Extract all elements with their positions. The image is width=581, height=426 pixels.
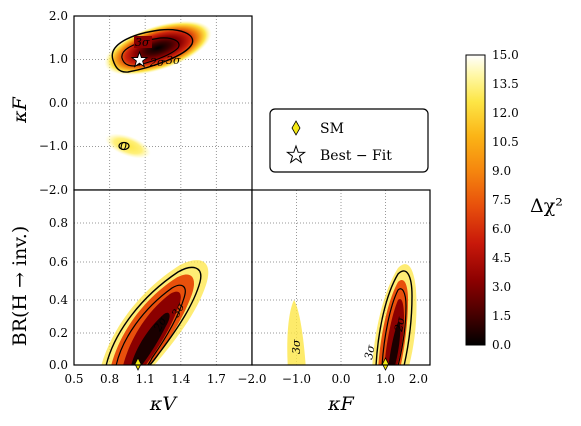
xtick-bl-0: 0.5 — [64, 372, 83, 386]
cbar-tick-7: 4.5 — [492, 251, 511, 265]
xtick-bl-4: 1.7 — [207, 372, 226, 386]
xlabel-kf: κF — [327, 393, 354, 415]
contour-label-3sigma: 3σ — [135, 36, 150, 49]
ytick-bl-0: 0.8 — [49, 216, 68, 230]
xticks-kf-br: −2.0 −1.0 0.0 1.0 2.0 — [237, 372, 428, 386]
cbar-tick-9: 1.5 — [492, 309, 511, 323]
contour-2sigma-br — [381, 288, 407, 365]
contour-labels-top: 3σ 2σ 3σ 0 — [120, 36, 181, 153]
xtick-br-1: −1.0 — [282, 372, 311, 386]
ytick-bl-2: 0.4 — [49, 293, 68, 307]
panel-kv-br: 3σ 2σ 0.8 0.6 0.4 0.2 0.0 0.5 0.8 1.1 1.… — [9, 189, 253, 415]
ytick-bl-3: 0.2 — [49, 326, 68, 340]
cbar-tick-2: 12.0 — [492, 106, 519, 120]
contour-label-br-2sigma: 2σ — [392, 315, 408, 333]
contour-3sigma-top — [111, 28, 194, 73]
xticks-kv-br: 0.5 0.8 1.1 1.4 1.7 — [64, 372, 225, 386]
yticks-kv-br: 0.8 0.6 0.4 0.2 0.0 — [49, 216, 68, 372]
best-fit-marker-top — [130, 50, 149, 68]
legend-best-fit-marker — [285, 144, 307, 164]
sm-marker-br — [382, 357, 389, 371]
colorbar: 15.0 13.5 12.0 10.5 9.0 7.5 6.0 4.5 3.0 … — [465, 48, 563, 352]
contour-label-bl-3sigma: 3σ — [169, 300, 188, 319]
contour-3sigma-bl — [105, 266, 202, 365]
cbar-tick-5: 7.5 — [492, 193, 511, 207]
ytick-top-0: 2.0 — [49, 9, 68, 23]
heat-region-kf-br-inner — [384, 299, 404, 365]
xtick-br-2: 0.0 — [331, 372, 350, 386]
grid-kv-kf — [74, 16, 252, 190]
xtick-br-0: −2.0 — [237, 372, 266, 386]
cbar-tick-4: 9.0 — [492, 164, 511, 178]
xtick-bl-3: 1.4 — [171, 372, 190, 386]
xlabel-kv: κV — [149, 393, 178, 415]
sm-marker-bl — [134, 357, 142, 371]
colorbar-label: Δχ² — [530, 195, 563, 217]
ylabel-br: BR(H → inv.) — [9, 226, 31, 347]
legend-best-fit-label: Best − Fit — [320, 148, 392, 164]
heat-region-kv-br-core — [131, 312, 170, 365]
cbar-tick-3: 10.5 — [492, 135, 519, 149]
xtick-br-4: 2.0 — [409, 372, 428, 386]
ytick-bl-4: 0.0 — [49, 358, 68, 372]
contour-label-3sigma-b: 3σ — [166, 54, 181, 67]
ytick-bl-1: 0.6 — [49, 255, 68, 269]
contour-label-br-3sigma-a: 3σ — [290, 339, 303, 354]
legend-sm-marker — [291, 120, 301, 136]
cbar-tick-0: 15.0 — [492, 48, 519, 62]
heat-region-kf-br-core — [388, 321, 401, 365]
heat-region-main — [104, 20, 212, 76]
colorbar-ticks: 15.0 13.5 12.0 10.5 9.0 7.5 6.0 4.5 3.0 … — [492, 48, 519, 352]
contour-2sigma-bl — [115, 284, 186, 365]
contour-label-br-3sigma-b: 3σ — [362, 343, 377, 360]
contour-3sigma-br — [375, 270, 413, 365]
heat-region-secondary — [105, 133, 151, 159]
xtick-br-3: 1.0 — [376, 372, 395, 386]
cbar-tick-8: 3.0 — [492, 280, 511, 294]
panel-kv-kf: 3σ 2σ 3σ 0 2.0 1.0 0.0 −1.0 −2.0 κF — [9, 9, 253, 197]
grid-kf-br — [252, 190, 430, 365]
xtick-bl-2: 1.1 — [136, 372, 155, 386]
heat-region-kf-br-secondary — [287, 300, 306, 365]
ylabel-kf: κF — [9, 96, 31, 123]
legend: SM Best − Fit — [269, 108, 429, 173]
ytick-top-1: 1.0 — [49, 52, 68, 66]
contour-label-2sigma-a: 2σ — [149, 56, 165, 69]
ytick-top-4: −2.0 — [39, 183, 68, 197]
ytick-top-2: 0.0 — [49, 96, 68, 110]
panel-kf-br: 3σ 3σ 2σ −2.0 −1.0 0.0 1.0 2.0 κF — [237, 189, 431, 415]
ytick-top-3: −1.0 — [39, 139, 68, 153]
cbar-tick-6: 6.0 — [492, 222, 511, 236]
xtick-bl-1: 0.8 — [100, 372, 119, 386]
yticks-kv-kf: 2.0 1.0 0.0 −1.0 −2.0 — [39, 9, 68, 197]
contour-label-zero: 0 — [120, 140, 127, 153]
cbar-tick-1: 13.5 — [492, 77, 519, 91]
cbar-tick-10: 0.0 — [492, 338, 511, 352]
contour-secondary — [118, 141, 130, 151]
legend-sm-label: SM — [320, 121, 344, 137]
